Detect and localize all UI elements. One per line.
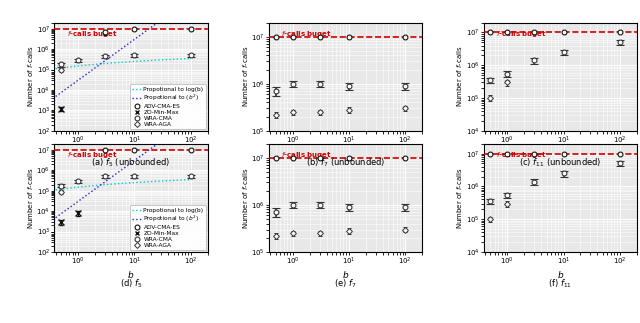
Text: (e) $f_7$: (e) $f_7$ — [334, 278, 357, 290]
Y-axis label: Number of $f$-calls: Number of $f$-calls — [26, 167, 35, 229]
X-axis label: $b$: $b$ — [127, 269, 134, 280]
Text: $f$-calls buget: $f$-calls buget — [67, 150, 117, 160]
Text: (f) $f_{11}$: (f) $f_{11}$ — [548, 278, 572, 290]
Legend: Propotional to log(b), Propotional to $(b^2)$, ADV-CMA-ES, ZO-Min-Max, WRA-CMA, : Propotional to log(b), Propotional to $(… — [130, 84, 206, 129]
X-axis label: $b$: $b$ — [557, 148, 564, 159]
Text: (d) $f_5$: (d) $f_5$ — [120, 278, 142, 290]
Text: $f$-calls buget: $f$-calls buget — [281, 29, 332, 38]
Y-axis label: Number of $f$-calls: Number of $f$-calls — [455, 167, 464, 229]
Y-axis label: Number of $f$-calls: Number of $f$-calls — [455, 46, 464, 108]
Y-axis label: Number of $f$-calls: Number of $f$-calls — [26, 46, 35, 108]
Text: (a) $f_5$ (unbounded): (a) $f_5$ (unbounded) — [92, 157, 171, 169]
Y-axis label: Number of $f$-calls: Number of $f$-calls — [241, 167, 250, 229]
X-axis label: $b$: $b$ — [342, 148, 349, 159]
Y-axis label: Number of $f$-calls: Number of $f$-calls — [241, 46, 250, 108]
Legend: Propotional to log(b), Propotional to $(b^2)$, ADV-CMA-ES, ZO-Min-Max, WRA-CMA, : Propotional to log(b), Propotional to $(… — [130, 205, 206, 250]
Text: $f$-calls buget: $f$-calls buget — [281, 150, 332, 160]
Text: (c) $f_{11}$ (unbounded): (c) $f_{11}$ (unbounded) — [519, 157, 602, 169]
X-axis label: $b$: $b$ — [557, 269, 564, 280]
Text: (b) $f_7$ (unbounded): (b) $f_7$ (unbounded) — [306, 157, 385, 169]
Text: $f$-calls buget: $f$-calls buget — [496, 29, 547, 38]
X-axis label: $b$: $b$ — [127, 148, 134, 159]
X-axis label: $b$: $b$ — [342, 269, 349, 280]
Text: $f$-calls buget: $f$-calls buget — [67, 29, 117, 38]
Text: $f$-calls buget: $f$-calls buget — [496, 150, 547, 160]
